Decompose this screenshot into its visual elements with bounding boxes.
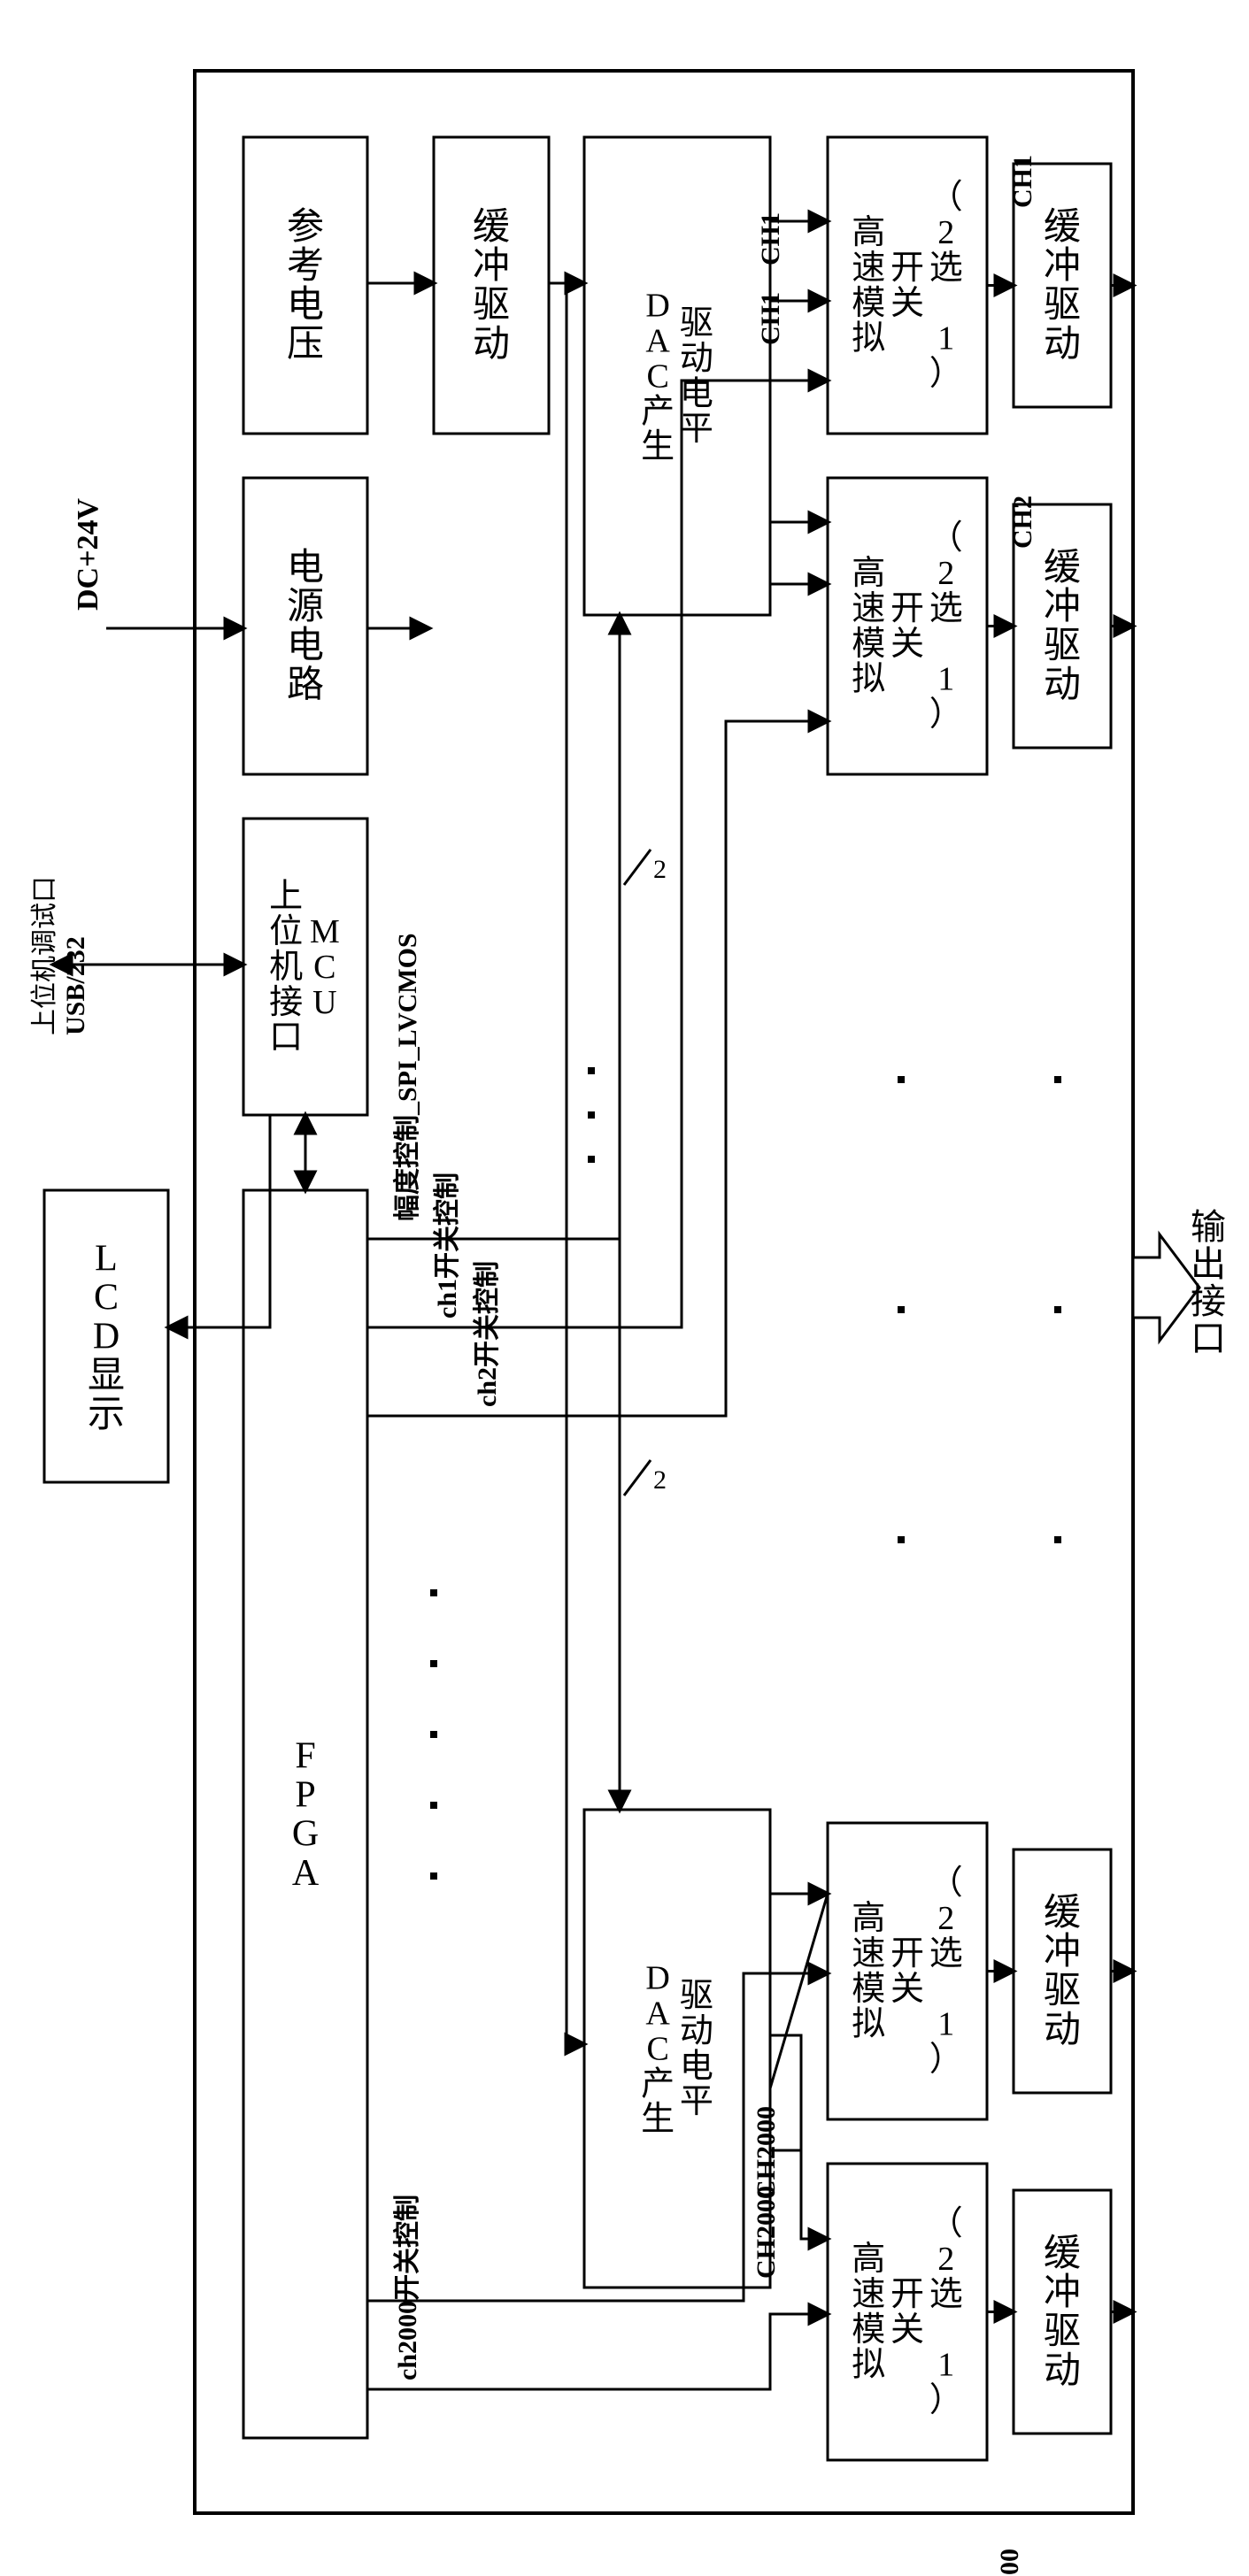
- svg-text:输出接口: 输出接口: [1191, 1207, 1226, 1358]
- svg-text:CH1: CH1: [756, 292, 785, 345]
- svg-text:高速模拟: 高速模拟: [852, 1900, 885, 2043]
- svg-text:ch2开关控制: ch2开关控制: [473, 1261, 502, 1407]
- svg-text:CH1: CH1: [756, 212, 785, 265]
- svg-text:高速模拟: 高速模拟: [852, 214, 885, 358]
- svg-text:MCU: MCU: [310, 913, 340, 1021]
- svg-text:缓冲驱动: 缓冲驱动: [1044, 548, 1081, 705]
- svg-text:2: 2: [653, 855, 667, 884]
- svg-text:驱动电平: 驱动电平: [680, 1978, 713, 2121]
- svg-text:开关: 开关: [890, 250, 924, 322]
- svg-text:（2选 1）: （2选 1）: [929, 2205, 963, 2419]
- svg-text:USB/232: USB/232: [61, 936, 90, 1035]
- svg-text:ch2000开关控制: ch2000开关控制: [393, 2195, 422, 2380]
- svg-text:DC+24V: DC+24V: [72, 498, 104, 611]
- svg-text:电源电路: 电源电路: [287, 548, 324, 705]
- svg-text:上位机调试口: 上位机调试口: [30, 876, 59, 1035]
- svg-text:CH2000: CH2000: [752, 2186, 781, 2279]
- svg-text:CH1: CH1: [1008, 155, 1037, 208]
- svg-text:上位机接口: 上位机接口: [269, 878, 303, 1057]
- svg-text:幅度控制_SPI_LVCMOS: 幅度控制_SPI_LVCMOS: [393, 933, 422, 1221]
- svg-text:FPGA: FPGA: [292, 1736, 320, 1894]
- svg-text:ch1开关控制: ch1开关控制: [433, 1173, 462, 1319]
- svg-text:（2选 1）: （2选 1）: [929, 519, 963, 734]
- svg-text:2: 2: [653, 1465, 667, 1495]
- svg-text:驱动电平: 驱动电平: [680, 305, 713, 449]
- svg-text:缓冲驱动: 缓冲驱动: [1044, 207, 1081, 365]
- svg-text:缓冲驱动: 缓冲驱动: [1044, 2234, 1081, 2391]
- svg-text:（2选 1）: （2选 1）: [929, 179, 963, 393]
- svg-text:CH2000: CH2000: [995, 2549, 1024, 2576]
- svg-text:（2选 1）: （2选 1）: [929, 1865, 963, 2079]
- svg-text:CH2: CH2: [1008, 496, 1037, 549]
- svg-text:参考电压: 参考电压: [287, 206, 324, 365]
- svg-text:高速模拟: 高速模拟: [852, 555, 885, 698]
- svg-text:缓冲驱动: 缓冲驱动: [1044, 1893, 1081, 2050]
- svg-text:CH2000: CH2000: [752, 2106, 781, 2199]
- svg-text:开关: 开关: [890, 590, 924, 663]
- svg-text:缓冲驱动: 缓冲驱动: [473, 207, 510, 365]
- svg-text:高速模拟: 高速模拟: [852, 2241, 885, 2384]
- svg-text:开关: 开关: [890, 2276, 924, 2349]
- svg-text:开关: 开关: [890, 1935, 924, 2008]
